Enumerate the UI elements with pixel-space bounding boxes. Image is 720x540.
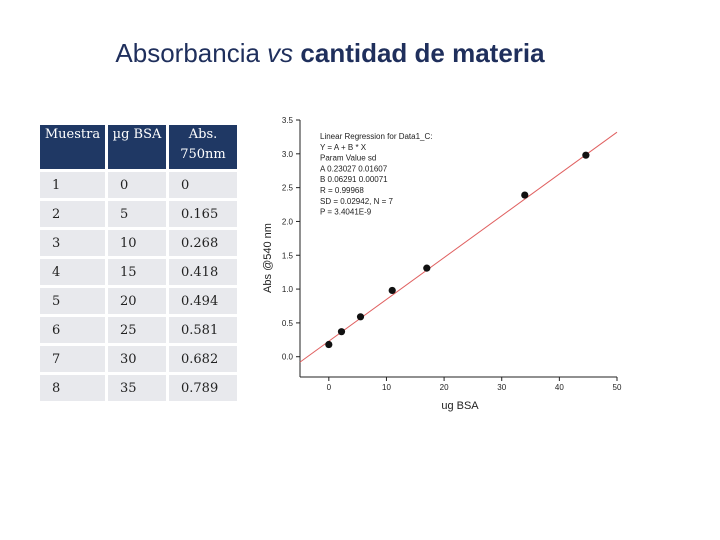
table-row: 2 5 0.165 <box>40 201 237 227</box>
header-cell: Abs. 750nm <box>169 125 237 169</box>
data-point <box>582 151 590 159</box>
table-cell: 5 <box>108 201 166 227</box>
table-cell: 2 <box>40 201 105 227</box>
table-cell: 3 <box>40 230 105 256</box>
table-cell: 7 <box>40 346 105 372</box>
table-row: 4 15 0.418 <box>40 259 237 285</box>
table-cell: 4 <box>40 259 105 285</box>
x-tick-label: 20 <box>440 383 449 392</box>
table-cell: 5 <box>40 288 105 314</box>
y-tick-label: 2.0 <box>282 217 294 226</box>
fit-line <box>299 131 618 363</box>
annotation: Param Value sd <box>320 154 376 163</box>
title-part: Absorbancia <box>115 38 268 68</box>
y-tick-label: 2.5 <box>282 184 294 193</box>
table-cell: 6 <box>40 317 105 343</box>
table-cell: 0.789 <box>169 375 237 401</box>
table-cell: 1 <box>40 172 105 198</box>
table-cell: 25 <box>108 317 166 343</box>
data-point <box>337 328 346 336</box>
annotation: Y = A + B * X <box>320 143 367 152</box>
data-point <box>356 313 365 321</box>
annotation: A 0.23027 0.01607 <box>320 164 388 173</box>
table-cell: 10 <box>108 230 166 256</box>
y-tick-label: 0.5 <box>282 319 294 328</box>
x-tick-label: 0 <box>327 383 332 392</box>
table-row: 3 10 0.268 <box>40 230 237 256</box>
table-row: 5 20 0.494 <box>40 288 237 314</box>
data-point <box>325 340 333 349</box>
table-cell: 0 <box>169 172 237 198</box>
annotation: P = 3.4041E-9 <box>320 208 372 217</box>
y-axis-label: Abs @540 nm <box>262 223 274 293</box>
title-part: cantidad de materia <box>293 38 545 68</box>
title: Absorbancia vs cantidad de materia <box>0 38 660 69</box>
table-cell: 0.581 <box>169 317 237 343</box>
table-header: Muestra µg BSA Abs. 750nm <box>40 125 237 169</box>
y-tick-label: 3.5 <box>282 116 294 125</box>
table-cell: 20 <box>108 288 166 314</box>
table-cell: 0.268 <box>169 230 237 256</box>
header-cell: Muestra <box>40 125 105 169</box>
table-row: 7 30 0.682 <box>40 346 237 372</box>
table-cell: 0.418 <box>169 259 237 285</box>
data-point <box>521 191 529 199</box>
table-cell: 0.494 <box>169 288 237 314</box>
annotation: B 0.06291 0.00071 <box>320 175 388 184</box>
data-table: Muestra µg BSA Abs. 750nm 1 0 0 2 5 0.165 3 10 0.26… <box>37 122 240 404</box>
table-cell: 30 <box>108 346 166 372</box>
table-cell: 35 <box>108 375 166 401</box>
table-cell: 0 <box>108 172 166 198</box>
table-cell: 8 <box>40 375 105 401</box>
y-tick-label: 0.0 <box>282 353 294 362</box>
annotation: R = 0.99968 <box>320 186 364 195</box>
data-point <box>388 286 396 295</box>
x-tick-label: 30 <box>497 383 506 392</box>
title-part: vs <box>267 38 294 68</box>
table-cell: 0.165 <box>169 201 237 227</box>
x-tick-label: 40 <box>555 383 564 392</box>
y-tick-label: 1.0 <box>282 285 294 294</box>
annotation: SD = 0.02942, N = 7 <box>320 197 393 206</box>
x-tick-label: 50 <box>613 383 622 392</box>
x-axis-label: ug BSA <box>441 400 479 412</box>
x-tick-label: 10 <box>382 383 391 392</box>
table-cell: 15 <box>108 259 166 285</box>
table-row: 8 35 0.789 <box>40 375 237 401</box>
annotation: Linear Regression for Data1_C: <box>320 132 433 141</box>
y-tick-label: 1.5 <box>282 251 294 260</box>
table-row: 6 25 0.581 <box>40 317 237 343</box>
header-cell: µg BSA <box>108 125 166 169</box>
data-point <box>423 264 431 272</box>
y-tick-label: 3.0 <box>282 150 294 159</box>
table-cell: 0.682 <box>169 346 237 372</box>
